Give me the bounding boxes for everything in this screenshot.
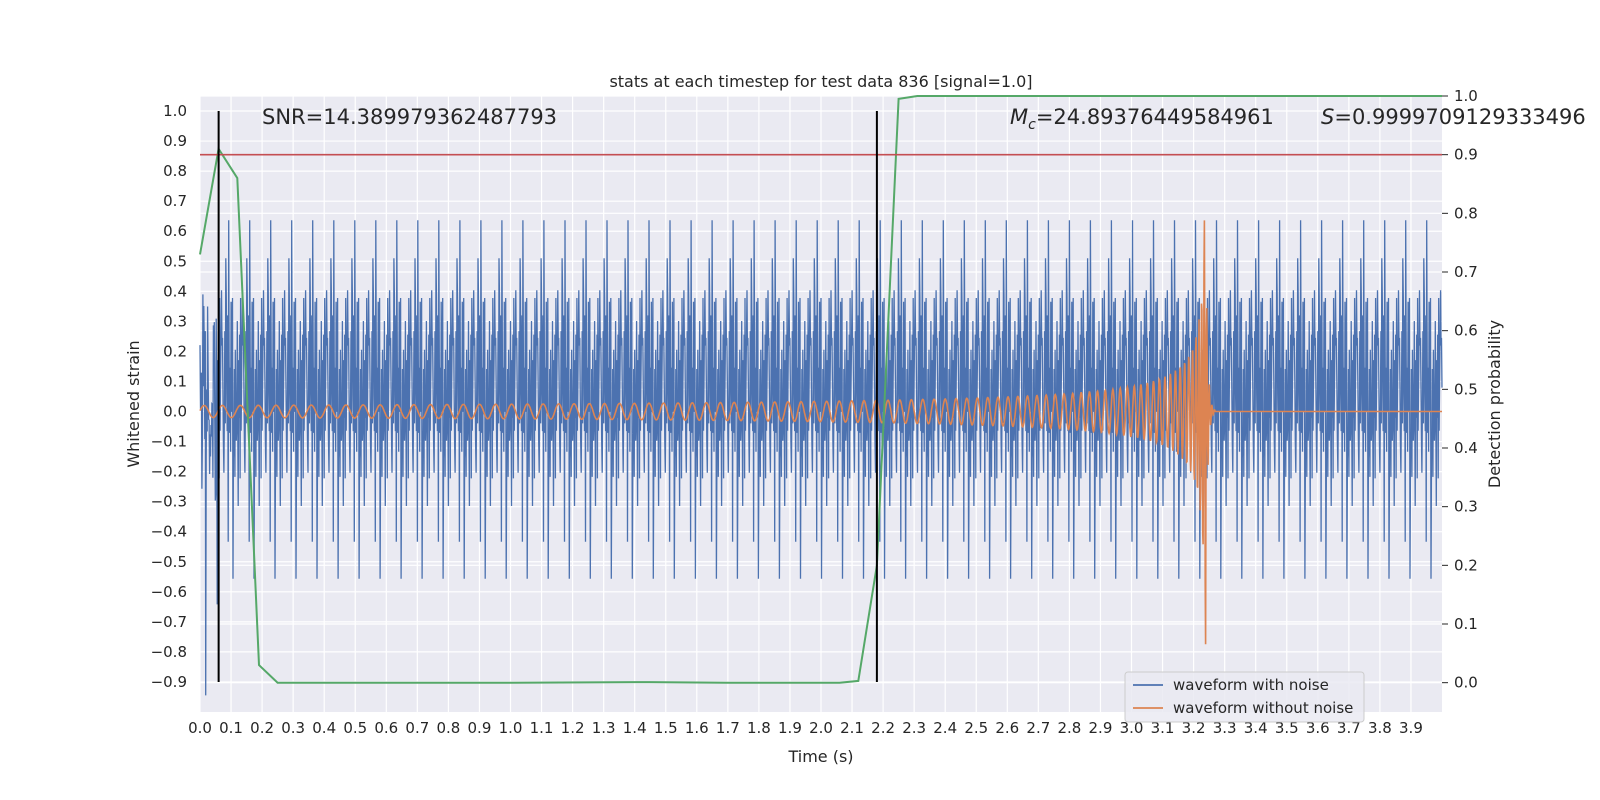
x-axis-label: Time (s): [787, 747, 853, 766]
x-tick-label: 0.0: [188, 719, 212, 737]
x-tick-label: 3.1: [1151, 719, 1175, 737]
y2-tick-label: 0.1: [1454, 615, 1478, 633]
x-tick-label: 0.8: [436, 719, 460, 737]
x-tick-label: 0.1: [219, 719, 243, 737]
y-tick-label: 0.7: [163, 192, 187, 210]
x-tick-label: 1.5: [654, 719, 678, 737]
y2-tick-label: 0.8: [1454, 204, 1478, 222]
x-tick-label: 3.8: [1368, 719, 1392, 737]
x-tick-label: 3.9: [1399, 719, 1423, 737]
y2-axis-label: Detection probability: [1485, 320, 1504, 488]
y2-tick-label: 0.4: [1454, 439, 1478, 457]
x-tick-label: 1.8: [747, 719, 771, 737]
noise-series-line: [199, 220, 1443, 696]
y-tick-label: −0.1: [151, 433, 187, 451]
y2-tick-label: 0.2: [1454, 556, 1478, 574]
x-tick-label: 2.5: [964, 719, 988, 737]
x-tick-label: 3.6: [1306, 719, 1330, 737]
y-tick-label: −0.8: [151, 643, 187, 661]
y-tick-label: 0.9: [163, 132, 187, 150]
x-tick-label: 3.2: [1182, 719, 1206, 737]
y-tick-label: 0.3: [163, 312, 187, 330]
score-value: =0.9999709129333496: [1334, 105, 1585, 129]
y2-ticks: 1.0 0.9 0.8 0.7 0.6 0.5 0.4 0.3 0.2 0.1 0.0: [1442, 87, 1478, 692]
x-tick-label: 2.2: [871, 719, 895, 737]
noise-series-layer: [199, 220, 1443, 696]
x-tick-label: 2.4: [933, 719, 957, 737]
x-tick-label: 2.3: [902, 719, 926, 737]
y2-tick-label: 0.5: [1454, 380, 1478, 398]
score-annotation: S=0.9999709129333496: [1321, 105, 1586, 129]
chirp-mass-annotation: Mc=24.89376449584961: [1010, 105, 1274, 133]
y2-tick-label: 0.0: [1454, 674, 1478, 692]
y-tick-label: −0.6: [151, 583, 187, 601]
x-tick-label: 3.0: [1120, 719, 1144, 737]
x-tick-label: 3.7: [1337, 719, 1361, 737]
y2-tick-label: 0.3: [1454, 498, 1478, 516]
marker-layer: [200, 111, 1442, 682]
legend: waveform with noise waveform without noi…: [1124, 671, 1365, 723]
x-tick-label: 2.7: [1026, 719, 1050, 737]
legend-noise-label: waveform with noise: [1173, 676, 1329, 694]
x-tick-label: 0.6: [374, 719, 398, 737]
legend-box: [1124, 671, 1365, 723]
x-tick-label: 0.7: [405, 719, 429, 737]
y-tick-label: −0.5: [151, 553, 187, 571]
x-tick-label: 2.9: [1089, 719, 1113, 737]
y-ticks: 1.0 0.9 0.8 0.7 0.6 0.5 0.4 0.3 0.2 0.1 0.0 −0.1 −0.…: [151, 102, 187, 691]
chirp-mass-value: =24.89376449584961: [1036, 105, 1274, 129]
y-tick-label: 0.4: [163, 282, 187, 300]
y-tick-label: 0.6: [163, 222, 187, 240]
chart-title: stats at each timestep for test data 836…: [609, 72, 1032, 91]
y2-tick-label: 0.6: [1454, 322, 1478, 340]
legend-clean-label: waveform without noise: [1173, 699, 1353, 717]
x-tick-label: 3.3: [1213, 719, 1237, 737]
y2-tick-label: 0.7: [1454, 263, 1478, 281]
y-tick-label: −0.9: [151, 673, 187, 691]
x-tick-label: 1.6: [685, 719, 709, 737]
x-tick-label: 2.8: [1057, 719, 1081, 737]
y-tick-label: 0.0: [163, 403, 187, 421]
clean-series-layer: [199, 220, 1442, 645]
x-tick-label: 1.9: [778, 719, 802, 737]
y-tick-label: 1.0: [163, 102, 187, 120]
x-tick-label: 3.5: [1275, 719, 1299, 737]
y-tick-label: 0.2: [163, 342, 187, 360]
y-tick-label: 0.5: [163, 252, 187, 270]
x-tick-label: 2.6: [995, 719, 1019, 737]
y2-tick-label: 1.0: [1454, 87, 1478, 105]
y-axis-label: Whitened strain: [124, 340, 143, 467]
y2-tick-label: 0.9: [1454, 146, 1478, 164]
probability-series-line: [199, 95, 1442, 684]
x-tick-label: 3.4: [1244, 719, 1268, 737]
chirp-mass-subscript: c: [1028, 117, 1036, 133]
score-symbol: S: [1321, 105, 1334, 129]
x-tick-label: 1.2: [561, 719, 585, 737]
y-tick-label: 0.1: [163, 372, 187, 390]
x-tick-label: 1.7: [716, 719, 740, 737]
x-tick-label: 2.1: [840, 719, 864, 737]
x-tick-label: 0.2: [250, 719, 274, 737]
y-tick-label: −0.7: [151, 613, 187, 631]
y-tick-label: −0.2: [151, 463, 187, 481]
x-tick-label: 0.3: [281, 719, 305, 737]
clean-series-line: [199, 220, 1442, 645]
probability-series-layer: [199, 95, 1442, 684]
x-tick-label: 1.0: [499, 719, 523, 737]
y-tick-label: −0.3: [151, 493, 187, 511]
x-tick-label: 1.1: [530, 719, 554, 737]
y-tick-label: 0.8: [163, 162, 187, 180]
x-tick-label: 0.4: [312, 719, 336, 737]
x-ticks: 0.0 0.1 0.2 0.3 0.4 0.5 0.6 0.7 0.8 0.9 1.0 1.1 1.2 1…: [188, 719, 1423, 737]
chirp-mass-symbol: M: [1010, 105, 1028, 129]
x-tick-label: 0.9: [468, 719, 492, 737]
x-tick-label: 0.5: [343, 719, 367, 737]
snr-annotation: SNR=14.389979362487793: [262, 105, 557, 129]
y-tick-label: −0.4: [151, 523, 187, 541]
x-tick-label: 2.0: [809, 719, 833, 737]
x-tick-label: 1.4: [623, 719, 647, 737]
x-tick-label: 1.3: [592, 719, 616, 737]
